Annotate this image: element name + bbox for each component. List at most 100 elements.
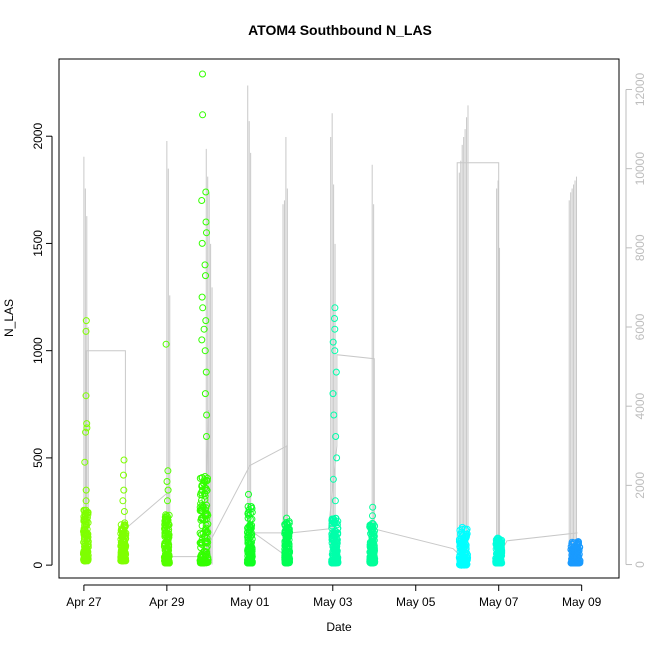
- y2-tick-label: 8000: [633, 234, 647, 261]
- data-point: [248, 505, 256, 512]
- data-point: [120, 486, 128, 494]
- data-point: [81, 551, 89, 559]
- data-point: [202, 272, 209, 280]
- data-point: [572, 542, 580, 550]
- data-point: [245, 490, 252, 498]
- data-point: [120, 508, 128, 515]
- data-point: [370, 541, 378, 548]
- data-point: [201, 492, 209, 500]
- data-point: [333, 547, 341, 555]
- data-point: [196, 503, 204, 511]
- data-point: [461, 553, 469, 561]
- data-point: [203, 433, 210, 440]
- data-point: [368, 526, 376, 533]
- data-point: [198, 336, 206, 344]
- x-tick-label: May 01: [230, 595, 270, 609]
- data-point: [495, 548, 503, 556]
- data-point: [199, 514, 207, 522]
- y-tick-label: 1500: [31, 230, 45, 257]
- data-point: [333, 454, 341, 462]
- data-point: [82, 327, 90, 335]
- data-point: [81, 458, 89, 466]
- data-point: [248, 515, 256, 523]
- data-point: [82, 428, 90, 436]
- data-point: [164, 467, 172, 475]
- data-point: [199, 111, 207, 119]
- data-point: [244, 547, 252, 555]
- y2-tick-label: 12000: [633, 72, 647, 106]
- data-point: [456, 535, 464, 543]
- data-point: [82, 506, 90, 514]
- data-point: [118, 532, 126, 539]
- y-tick-label: 2000: [31, 123, 45, 150]
- data-point: [80, 555, 88, 563]
- y2-tick-label: 6000: [633, 313, 647, 340]
- data-point: [80, 515, 88, 523]
- data-point: [493, 558, 501, 566]
- data-point: [283, 555, 291, 563]
- data-point: [164, 530, 172, 538]
- data-point: [285, 518, 293, 526]
- data-point: [244, 503, 252, 510]
- data-point: [122, 551, 130, 559]
- data-point: [331, 497, 339, 505]
- data-point: [84, 511, 92, 519]
- x-tick-label: Apr 27: [66, 595, 102, 609]
- data-point: [163, 517, 171, 524]
- data-point: [118, 525, 125, 533]
- data-point: [460, 558, 468, 566]
- data-point: [120, 456, 128, 464]
- x-tick-label: May 05: [396, 595, 436, 609]
- y-axis-label: N_LAS: [2, 299, 16, 337]
- data-point: [162, 340, 170, 348]
- data-point: [492, 554, 500, 562]
- data-point: [494, 535, 502, 543]
- y2-tick-label: 4000: [633, 393, 647, 420]
- x-tick-label: May 07: [479, 595, 519, 609]
- right-axis-spikes: [83, 85, 577, 565]
- x-axis-label: Date: [326, 620, 352, 634]
- data-point: [83, 420, 91, 428]
- data-point: [199, 70, 206, 78]
- data-point: [462, 545, 470, 553]
- scatter-points: [80, 70, 584, 569]
- y2-tick-label: 10000: [633, 152, 647, 186]
- data-point: [201, 261, 209, 269]
- data-point: [331, 325, 339, 333]
- data-point: [203, 411, 211, 419]
- data-point: [198, 482, 206, 490]
- data-point: [164, 497, 171, 505]
- chart-title: ATOM4 Southbound N_LAS: [248, 22, 432, 38]
- data-point: [197, 540, 205, 548]
- data-point: [329, 557, 337, 565]
- data-point: [82, 317, 90, 325]
- data-point: [329, 390, 337, 398]
- data-point: [202, 317, 210, 325]
- data-point: [80, 531, 88, 539]
- data-point: [82, 509, 90, 517]
- data-point: [81, 556, 89, 563]
- data-point: [201, 532, 208, 540]
- data-point: [369, 503, 377, 511]
- data-point: [200, 547, 208, 555]
- data-point: [165, 552, 173, 560]
- data-point: [162, 550, 169, 558]
- x-axis: Apr 27 Apr 29 May 01 May 03 May 05 May 07 May …: [66, 584, 602, 609]
- data-point: [162, 518, 169, 526]
- y-axis-right: 0 2000 4000 6000 8000 10000 12000: [625, 72, 647, 568]
- data-point: [571, 547, 579, 554]
- data-point: [283, 530, 291, 538]
- data-point: [202, 218, 210, 226]
- data-point: [569, 546, 577, 554]
- data-point: [161, 513, 169, 521]
- data-point: [198, 197, 206, 204]
- data-point: [285, 559, 293, 567]
- data-point: [576, 557, 584, 565]
- data-point: [164, 557, 172, 565]
- data-point: [329, 338, 337, 346]
- data-point: [202, 368, 210, 376]
- data-point: [200, 325, 208, 333]
- data-point: [119, 557, 127, 565]
- data-point: [84, 538, 92, 546]
- data-point: [333, 521, 341, 529]
